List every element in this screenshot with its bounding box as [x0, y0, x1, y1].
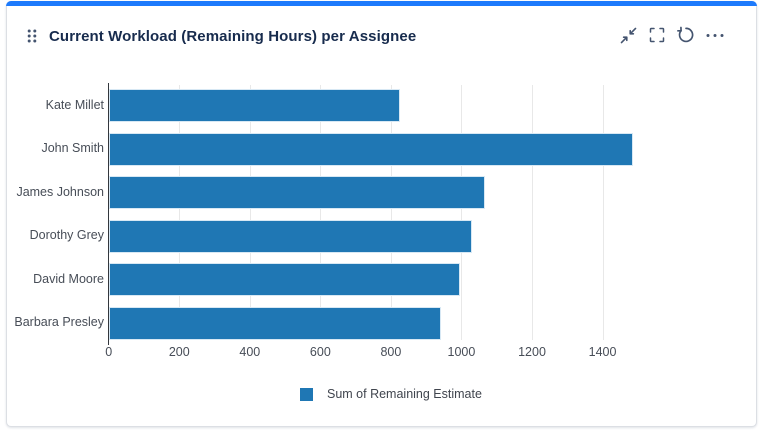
x-tick-label: 1200 [518, 345, 546, 359]
bar-barbara-presley[interactable] [109, 306, 441, 340]
gridline [179, 85, 181, 340]
x-tick-label: 800 [380, 345, 402, 359]
card-accent-bar [6, 1, 757, 6]
category-label: David Moore [33, 271, 104, 286]
gridline [320, 85, 322, 340]
category-label: James Johnson [16, 184, 104, 199]
category-label: Dorothy Grey [29, 228, 104, 242]
x-tick-label: 200 [168, 345, 190, 359]
x-tick-label: 400 [239, 345, 261, 359]
x-tick-label: 1000 [447, 345, 476, 359]
category-label: John Smith [41, 141, 104, 155]
gridline [602, 85, 604, 340]
legend-label: Sum of Remaining Estimate [327, 387, 482, 401]
category-label: Barbara Presley [14, 315, 104, 329]
refresh-button[interactable] [675, 24, 697, 46]
bar-james-johnson[interactable] [109, 176, 485, 209]
more-options-button[interactable] [704, 24, 726, 46]
minimize-button[interactable] [617, 24, 639, 46]
gadget-toolbar [610, 24, 726, 46]
gridline [249, 85, 251, 340]
fullscreen-button[interactable] [646, 24, 668, 46]
x-tick-label: 0 [105, 345, 113, 359]
legend-item[interactable]: Sum of Remaining Estimate [300, 387, 482, 401]
gridline [461, 85, 463, 340]
bar-david-moore[interactable] [109, 263, 460, 296]
y-axis-line [108, 83, 109, 345]
gadget-title: Current Workload (Remaining Hours) per A… [49, 28, 417, 45]
gridline [390, 85, 392, 340]
circular-arrow-icon [677, 26, 695, 44]
legend-swatch [300, 387, 313, 401]
gadget-card [6, 1, 757, 427]
ellipsis-icon [705, 27, 725, 44]
x-tick-label: 600 [309, 345, 331, 359]
bar-john-smith[interactable] [109, 132, 633, 166]
collapse-diagonal-arrows-icon [620, 27, 637, 44]
drag-handle-icon[interactable] [26, 28, 38, 44]
category-label: Kate Millet [45, 97, 104, 112]
x-tick-label: 1400 [588, 345, 617, 359]
bar-kate-millet[interactable] [109, 89, 400, 122]
gridline [532, 85, 533, 340]
bar-dorothy-grey[interactable] [109, 219, 472, 253]
corner-brackets-icon [649, 27, 665, 43]
